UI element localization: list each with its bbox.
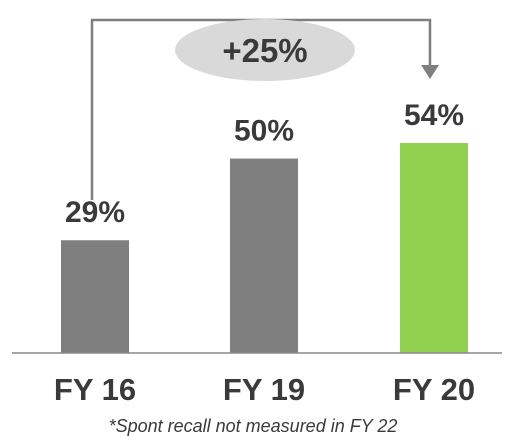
growth-annotation-bubble [175, 19, 355, 81]
value-label-fy-20: 54% [404, 99, 464, 132]
category-label-fy-19: FY 19 [223, 372, 305, 407]
growth-annotation-label: +25% [222, 32, 307, 69]
bar-fy-20 [400, 143, 468, 353]
value-label-fy-16: 29% [65, 196, 125, 229]
value-label-fy-19: 50% [234, 115, 294, 148]
growth-arrowhead-icon [421, 65, 439, 79]
chart-footnote: *Spont recall not measured in FY 22 [109, 416, 398, 436]
bar-fy-19 [230, 158, 298, 353]
category-label-fy-20: FY 20 [393, 372, 475, 407]
category-label-fy-16: FY 16 [54, 372, 136, 407]
bar-fy-16 [61, 240, 129, 353]
